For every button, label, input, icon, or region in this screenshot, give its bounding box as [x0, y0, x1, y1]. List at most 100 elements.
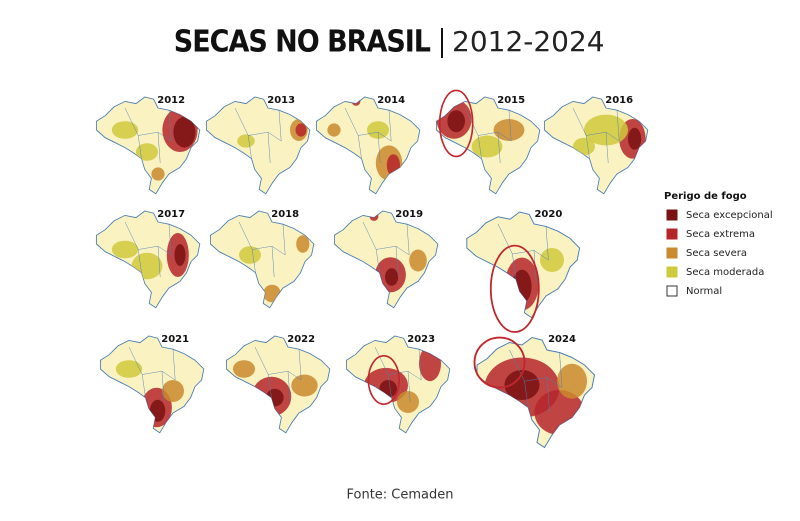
highlight-circle	[489, 244, 540, 333]
drought-area	[136, 143, 158, 161]
year-label: 2019	[395, 209, 423, 220]
year-label: 2012	[157, 95, 185, 106]
year-label: 2015	[497, 95, 525, 106]
drought-area	[162, 380, 184, 402]
drought-areas	[573, 114, 646, 159]
brazil-map	[95, 210, 201, 309]
drought-area	[239, 246, 261, 264]
drought-area	[584, 114, 628, 146]
state-borders	[234, 107, 282, 164]
year-label: 2014	[377, 95, 405, 106]
legend-label: Seca extrema	[686, 229, 755, 240]
legend-swatch	[666, 285, 678, 297]
brazil-map	[543, 96, 649, 195]
legend-swatch	[666, 228, 678, 240]
drought-area	[351, 97, 361, 106]
state-borders	[344, 107, 392, 164]
state-borders	[238, 221, 286, 278]
drought-area	[173, 116, 196, 148]
brazil-map	[205, 96, 311, 195]
country-shape	[209, 210, 315, 309]
state-borders	[509, 349, 563, 413]
legend-label: Normal	[686, 286, 722, 297]
year-label: 2020	[534, 209, 562, 220]
year-label: 2016	[605, 95, 633, 106]
subtitle: 2012-2024	[452, 25, 605, 58]
state-borders	[572, 107, 620, 164]
state-borders	[362, 221, 410, 278]
year-label: 2013	[267, 95, 295, 106]
year-label: 2023	[407, 334, 435, 345]
brazil-map	[99, 335, 205, 434]
drought-area	[151, 167, 165, 181]
highlight-circle	[473, 336, 526, 389]
drought-area	[327, 123, 341, 137]
state-borders	[124, 221, 172, 278]
drought-area	[409, 249, 427, 272]
drought-area	[266, 388, 284, 407]
drought-area	[295, 123, 307, 137]
country-shape	[315, 96, 421, 195]
drought-area	[111, 240, 139, 259]
legend: Seca excepcional Seca extrema Seca severa S…	[666, 209, 773, 297]
drought-area	[419, 345, 441, 382]
drought-areas	[237, 119, 308, 148]
year-label: 2022	[287, 334, 315, 345]
highlight-circle	[438, 89, 474, 158]
year-label: 2017	[157, 209, 185, 220]
legend-swatch	[666, 247, 678, 259]
drought-area	[493, 119, 525, 141]
brazil-map	[466, 211, 581, 333]
drought-area	[628, 127, 642, 150]
drought-area	[385, 268, 399, 286]
legend-label: Seca excepcional	[686, 210, 773, 221]
drought-area	[291, 374, 318, 397]
drought-area	[379, 380, 397, 398]
state-borders	[128, 346, 176, 403]
state-borders	[254, 346, 302, 403]
state-borders	[124, 107, 172, 164]
legend-swatch	[666, 266, 678, 278]
legend-title: Perigo de fogo	[664, 191, 747, 202]
year-label: 2024	[548, 334, 576, 345]
brazil-map	[95, 96, 201, 195]
drought-area	[263, 284, 281, 303]
drought-area	[149, 399, 166, 422]
brazil-map	[345, 335, 451, 434]
drought-area	[447, 110, 465, 133]
drought-area	[397, 391, 419, 413]
drought-area	[504, 370, 540, 400]
drought-area	[386, 154, 400, 177]
drought-area	[540, 248, 564, 272]
state-borders	[374, 346, 422, 403]
drought-area	[131, 252, 163, 280]
drought-area	[369, 212, 379, 221]
maps: 2012 2013 2014 2015 2016 2017 2018 2019 2020 2021…	[95, 89, 649, 449]
state-borders	[464, 107, 512, 164]
legend-label: Seca moderada	[686, 267, 764, 278]
brazil-map	[315, 96, 421, 195]
drought-areas	[239, 235, 310, 303]
brazil-map	[473, 336, 596, 449]
brazil-map	[333, 210, 439, 309]
title: SECAS NO BRASIL	[174, 25, 431, 60]
drought-area	[237, 134, 255, 148]
highlight-circle	[367, 354, 401, 406]
drought-area	[573, 137, 595, 156]
source: Fonte: Cemaden	[346, 488, 453, 503]
drought-area	[111, 121, 139, 139]
drought-area	[296, 235, 310, 253]
brazil-map	[225, 335, 331, 434]
legend-label: Seca severa	[686, 248, 747, 259]
drought-area	[115, 360, 143, 378]
year-label: 2021	[161, 334, 189, 345]
drought-area	[557, 363, 587, 399]
legend-swatch	[666, 209, 678, 221]
drought-area	[233, 360, 255, 378]
country-shape	[99, 335, 205, 434]
drought-area	[367, 121, 389, 139]
brazil-map	[209, 210, 315, 309]
country-shape	[205, 96, 311, 195]
drought-area	[174, 244, 186, 266]
